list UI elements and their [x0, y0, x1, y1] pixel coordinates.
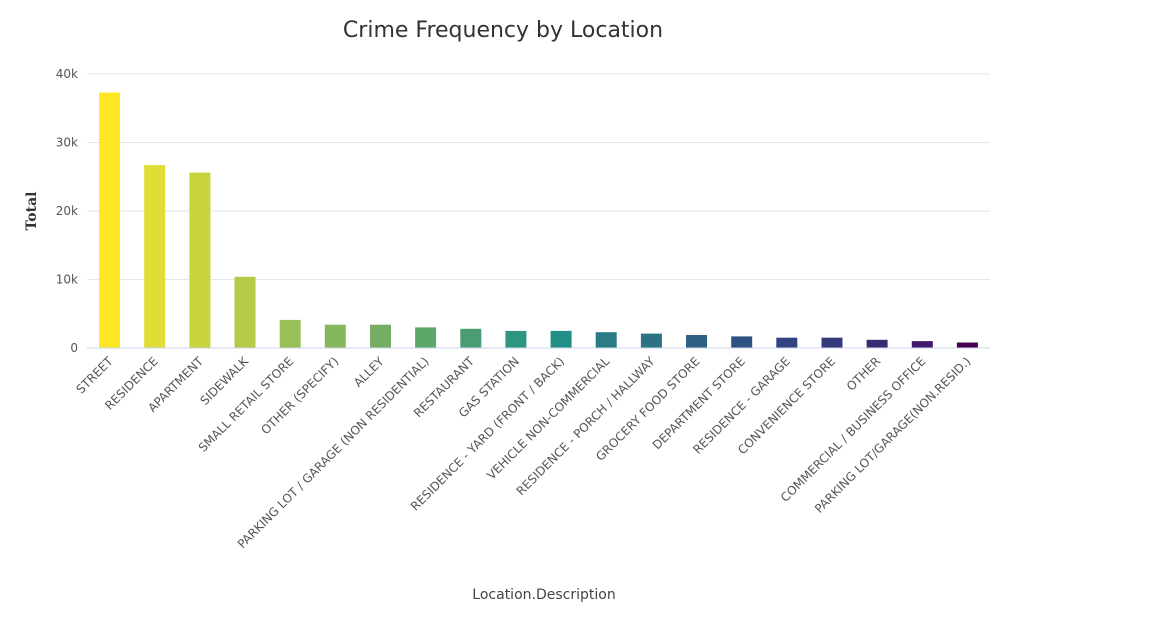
- bar[interactable]: [234, 276, 256, 348]
- chart-title: Crime Frequency by Location: [343, 18, 663, 43]
- bar[interactable]: [324, 324, 346, 348]
- y-tick-label: 30k: [56, 136, 78, 150]
- y-tick-label: 10k: [56, 273, 78, 287]
- gridlines: [87, 73, 990, 280]
- x-tick-label: OTHER: [844, 354, 883, 393]
- bar[interactable]: [866, 339, 888, 348]
- bar[interactable]: [505, 330, 527, 348]
- y-tick-label: 20k: [56, 204, 78, 218]
- bars: [99, 92, 978, 349]
- y-axis-title: Total: [24, 191, 40, 230]
- bar[interactable]: [460, 328, 482, 348]
- bar[interactable]: [370, 324, 391, 348]
- bar[interactable]: [821, 337, 843, 348]
- bar[interactable]: [550, 330, 572, 348]
- y-tick-label: 40k: [56, 67, 78, 81]
- x-axis-title: Location.Description: [472, 587, 615, 603]
- x-tick-label: ALLEY: [351, 354, 387, 390]
- bar[interactable]: [776, 337, 798, 348]
- bar[interactable]: [731, 336, 753, 348]
- bar[interactable]: [189, 172, 211, 348]
- bar[interactable]: [279, 319, 301, 348]
- bar[interactable]: [144, 165, 166, 348]
- bar[interactable]: [99, 92, 121, 349]
- bar[interactable]: [640, 333, 662, 348]
- bar[interactable]: [595, 332, 617, 348]
- bar[interactable]: [415, 327, 437, 348]
- bar[interactable]: [911, 341, 933, 348]
- y-tick-label: 0: [70, 341, 78, 355]
- y-axis-ticks: 0 10k 20k 30k 40k: [56, 67, 78, 355]
- x-tick-label: STREET: [73, 354, 116, 397]
- bar[interactable]: [686, 335, 707, 348]
- x-tick-label: PARKING LOT/GARAGE(NON.RESID.): [812, 354, 974, 516]
- x-tick-label: OTHER (SPECIFY): [258, 354, 341, 437]
- bar[interactable]: [956, 342, 978, 349]
